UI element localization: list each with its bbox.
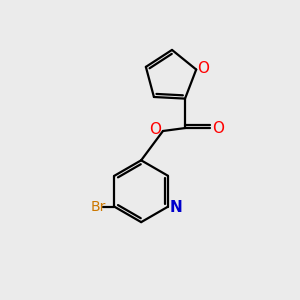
Text: O: O xyxy=(150,122,162,137)
Text: O: O xyxy=(212,121,224,136)
Text: N: N xyxy=(170,200,183,215)
Text: O: O xyxy=(198,61,210,76)
Text: Br: Br xyxy=(91,200,106,214)
